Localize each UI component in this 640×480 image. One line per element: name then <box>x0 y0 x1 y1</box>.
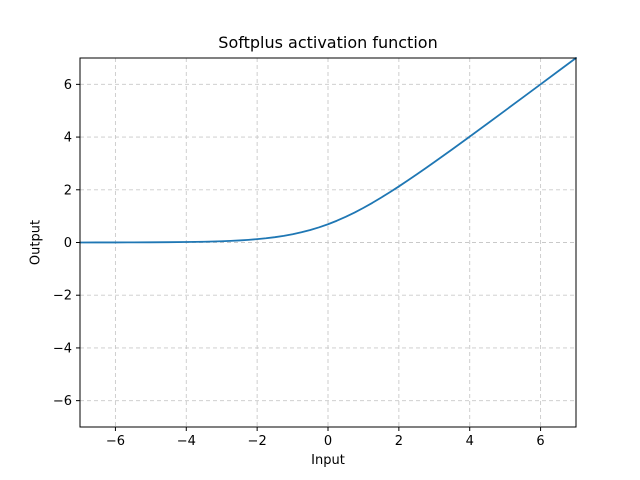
y-tick-label: 0 <box>64 236 72 251</box>
x-axis-label: Input <box>311 453 345 468</box>
y-tick-label: 2 <box>64 183 72 198</box>
y-tick-label: −4 <box>53 341 72 356</box>
x-tick-label: −6 <box>106 434 125 449</box>
softplus-curve <box>79 57 577 244</box>
x-tick-label: −2 <box>248 434 267 449</box>
x-tick-label: −4 <box>177 434 196 449</box>
x-tick-label: 4 <box>466 434 474 449</box>
x-tick-label: 2 <box>395 434 403 449</box>
x-tick-label: 6 <box>536 434 544 449</box>
chart-title: Softplus activation function <box>218 33 438 52</box>
y-tick-label: −6 <box>53 394 72 409</box>
y-tick-label: 4 <box>64 131 72 146</box>
y-tick-label: 6 <box>64 78 72 93</box>
y-axis-label: Output <box>28 219 44 266</box>
x-tick-label: 0 <box>324 434 332 449</box>
y-tick-label: −2 <box>53 289 72 304</box>
